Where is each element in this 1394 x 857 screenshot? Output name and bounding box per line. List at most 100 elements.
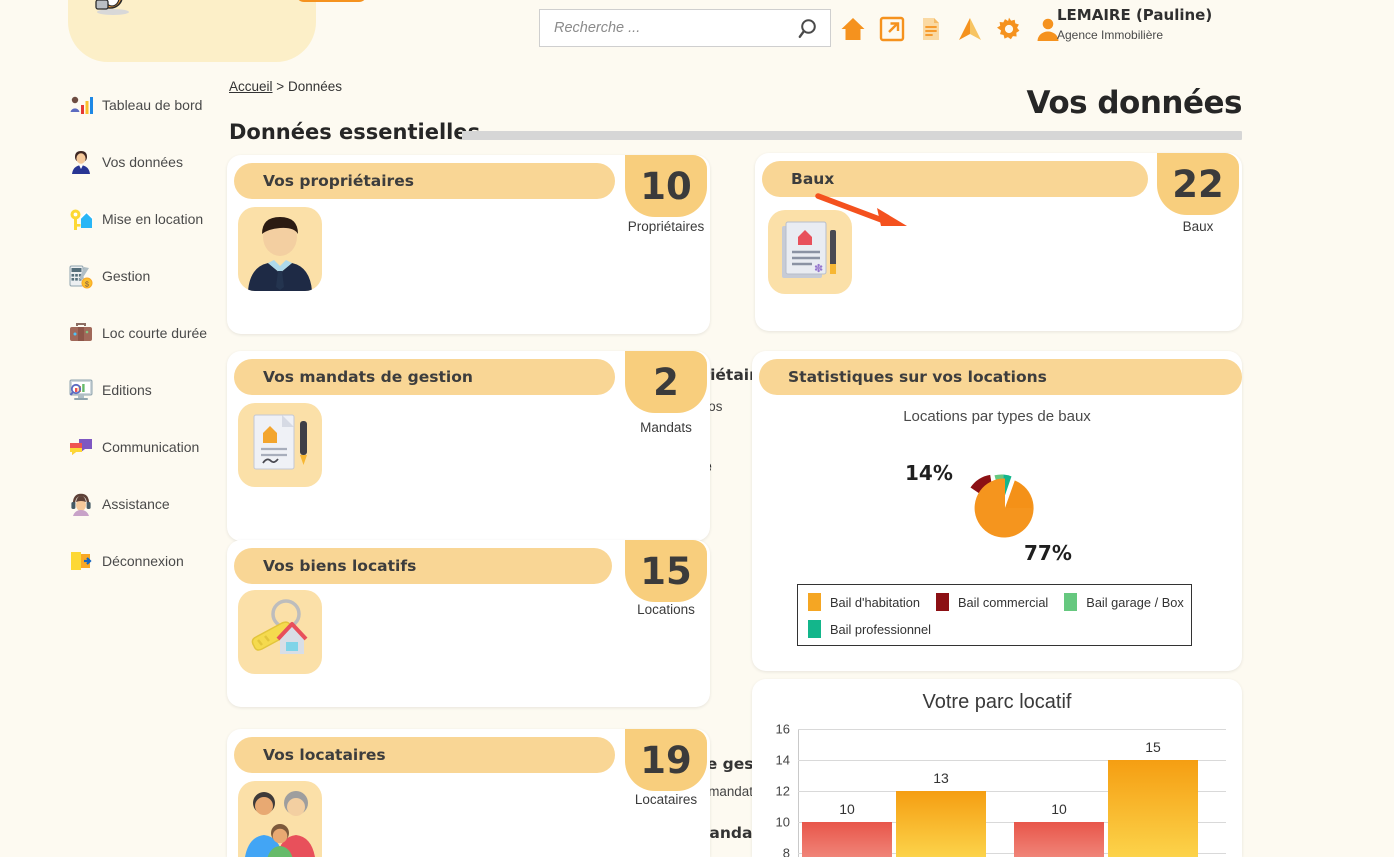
header-icon-group [840,12,1061,46]
bar-4 [1108,760,1198,857]
top-header-bar: LOCKimmo.io STARTER [0,0,1394,62]
sidebar-item-communication[interactable]: Communication [0,418,226,475]
bar-chart-plot-area: 10 13 10 15 [798,725,1226,857]
y-tick-label: 14 [775,752,790,768]
sidebar-item-tableau-de-bord[interactable]: Tableau de bord [0,76,226,133]
pie-label-small: 14% [905,461,953,485]
bar-value-label: 10 [1051,801,1067,817]
logo-plan-badge: STARTER [296,0,368,2]
sidebar-item-label: Tableau de bord [102,96,203,113]
businessman-avatar-icon [238,207,322,291]
person-icon [72,150,90,174]
sidebar-item-label: Communication [102,438,200,455]
paper-plane-icon[interactable] [957,15,983,43]
sidebar-item-gestion[interactable]: $ Gestion [0,247,226,304]
home-icon[interactable] [840,15,866,43]
bar-2 [896,791,986,857]
section-title: Données essentielles [229,120,481,144]
count-label-proprietaires: Propriétaires [627,219,705,234]
sidebar-item-assistance[interactable]: Assistance [0,475,226,532]
lease-document-icon: ✽ [768,210,852,294]
bar-value-label: 10 [839,801,855,817]
legend-item-commercial: Bail commercial [935,593,1049,611]
family-icon [238,781,322,857]
bar-1 [802,822,892,857]
breadcrumb-home-link[interactable]: Accueil [229,79,273,94]
gridline [798,853,1226,854]
bar-chart-axis-line [798,729,799,857]
legend-label: Bail commercial [957,594,1049,610]
legend-label: Bail professionnel [830,621,932,637]
gridline [798,729,1226,730]
count-badge-mandats: 2 [625,351,707,413]
svg-text:✽: ✽ [814,263,823,275]
search-box[interactable] [539,9,831,47]
legend-item-professionnel: Bail professionnel [808,620,931,638]
sidebar-item-label: Mise en location [102,210,204,227]
sidebar-item-editions[interactable]: Editions [0,361,226,418]
card-mandats-header: Vos mandats de gestion [234,359,615,395]
legend-swatch [808,620,821,638]
card-biens-header: Vos biens locatifs [234,548,612,584]
gridline [798,791,1226,792]
calculator-icon: $ [69,265,93,288]
card-statistiques-header: Statistiques sur vos locations [759,359,1242,395]
count-label-biens: Locations [637,602,695,617]
section-divider [462,131,1242,140]
count-badge-proprietaires: 10 [625,155,707,217]
legend-label: Bail d'habitation [830,594,920,610]
sidebar-item-label: Loc courte durée [102,324,208,341]
gear-icon[interactable] [996,15,1022,43]
document-icon[interactable] [918,15,944,43]
dashboard-icon [70,96,93,114]
cat-mascot-logo [95,0,129,15]
signed-document-icon [238,403,322,487]
sidebar-item-deconnexion[interactable]: Déconnexion [0,532,226,589]
count-badge-locataires: 19 [625,729,707,791]
bar-3 [1014,822,1104,857]
gridline [798,760,1226,761]
sidebar-item-vos-donnees[interactable]: Vos données [0,133,226,190]
sidebar-item-mise-en-location[interactable]: Mise en location [0,190,226,247]
sidebar-item-label: Déconnexion [102,552,184,569]
legend-swatch [935,593,949,611]
pie-label-big: 77% [1024,541,1072,565]
page-title: Vos données [1026,85,1243,121]
report-icon [69,379,93,400]
suitcase-icon [70,322,92,341]
headset-icon [71,493,91,516]
legend-label: Bail garage / Box [1086,594,1184,610]
svg-text:$: $ [85,281,89,288]
bar-value-label: 15 [1145,739,1161,755]
legend-swatch [808,593,821,611]
user-name: LEMAIRE (Pauline) [1057,6,1213,24]
pie-chart-legend: Bail d'habitation Bail commercial Bail g… [797,584,1192,646]
legend-item-habitation: Bail d'habitation [808,593,920,611]
user-info[interactable]: LEMAIRE (Pauline) Agence Immobilière [1057,6,1212,42]
chat-icon [70,438,92,455]
logo-panel: LOCKimmo.io STARTER [68,0,368,62]
bar-chart: 16 14 12 10 8 10 13 10 15 [766,721,1226,857]
legend-item-garage: Bail garage / Box [1064,593,1184,611]
bar-chart-title: Votre parc locatif [922,691,1072,713]
y-tick-label: 12 [775,783,790,799]
count-label-mandats: Mandats [640,420,692,435]
external-link-icon[interactable] [879,15,905,43]
sidebar-item-loc-courte-duree[interactable]: Loc courte durée [0,304,226,361]
sidebar-item-label: Vos données [102,153,183,170]
sidebar-nav: Tableau de bord Vos données Mise en loca… [0,76,226,589]
y-tick-label: 16 [775,721,790,737]
sidebar-item-label: Editions [102,381,152,398]
sidebar-item-label: Gestion [102,267,151,284]
search-input[interactable] [554,10,794,46]
user-icon[interactable] [1035,15,1061,43]
sidebar-item-label: Assistance [102,495,170,512]
y-tick-label: 8 [782,845,790,857]
legend-swatch [1064,593,1078,611]
card-locataires: Vos locataires Liste des locataires Cons… [227,729,710,857]
search-icon[interactable] [798,17,822,41]
count-label-locataires: Locataires [634,792,698,807]
count-label-baux: Baux [1182,219,1214,234]
breadcrumb-separator: > [276,79,285,94]
breadcrumb-current: Données [287,79,342,94]
